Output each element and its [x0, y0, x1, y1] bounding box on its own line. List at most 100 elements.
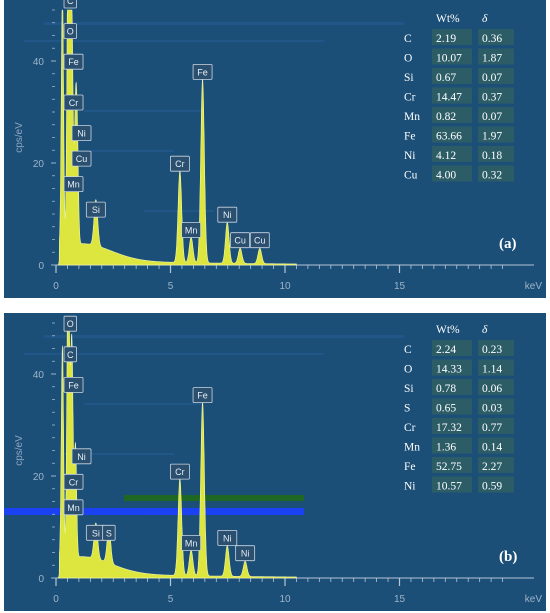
table-cell-bg	[432, 418, 472, 434]
peak-label-box	[71, 150, 92, 167]
table-cell-bg	[432, 107, 472, 123]
peak-label-text: Cu	[254, 236, 266, 246]
spectrum-panel-a: cps/eV 0 20 40 0 5 10 15 keV C O Fe Cr Ni Cu Mn Si Cr Mn Fe…	[4, 0, 546, 298]
table-cell-bg	[478, 359, 514, 376]
peak-label-text: Mn	[185, 226, 198, 236]
peak-label: Cu	[230, 232, 251, 249]
peak-label-box	[63, 346, 77, 363]
peak-label: C	[63, 0, 77, 9]
peak-label-box	[63, 377, 84, 393]
table-cell-bg	[478, 418, 514, 434]
table-cell-bg	[478, 476, 514, 493]
peak-label-box	[63, 176, 84, 193]
scan-artifact	[84, 403, 204, 405]
table-cell-bg	[478, 68, 514, 84]
peak-label-text: Ni	[223, 533, 232, 543]
table-cell-bg	[432, 398, 472, 415]
peak-label-box	[192, 64, 213, 80]
peak-label: Cr	[169, 155, 190, 172]
peak-label-box	[63, 0, 77, 9]
y-tick-label: 40	[33, 57, 45, 68]
x-axis-unit: keV	[525, 594, 543, 605]
peak-label-box	[181, 222, 202, 238]
peak-label-text: Cu	[76, 154, 88, 164]
table-wt-value: 52.75	[436, 461, 462, 473]
peak-label-box	[235, 545, 256, 562]
peak-label-text: Cr	[175, 467, 185, 477]
table-cell-bg	[432, 29, 472, 45]
table-cell-bg	[478, 457, 514, 473]
scan-artifact	[24, 353, 324, 355]
peak-label-text: Cr	[69, 98, 79, 108]
x-axis-unit: keV	[525, 281, 543, 292]
peak-label-text: Fe	[68, 57, 79, 67]
peak-label: Cr	[63, 473, 84, 490]
peak-label-box	[249, 232, 270, 249]
scan-artifact	[44, 335, 404, 338]
peak-label-text: Cr	[69, 477, 79, 487]
table-cell-bg	[478, 340, 514, 356]
table-wt-value: 0.78	[436, 383, 456, 395]
table-wt-value: 1.36	[436, 442, 456, 454]
peak-label-text: O	[67, 27, 74, 37]
table-cell-bg	[432, 87, 472, 104]
peak-label: Fe	[63, 53, 84, 70]
peak-label-text: Ni	[77, 452, 86, 462]
table-cell-bg	[478, 107, 514, 123]
y-tick-label: 20	[33, 159, 45, 170]
table-delta-value: 0.14	[482, 442, 502, 454]
table-wt-value: 2.24	[436, 344, 456, 356]
peak-label-text: C	[67, 350, 74, 360]
y-tick-label: 20	[33, 472, 45, 483]
table-element: Ni	[404, 150, 416, 162]
scan-artifact	[64, 453, 174, 455]
table-element: S	[404, 403, 410, 415]
table-delta-value: 0.32	[482, 170, 502, 182]
peak-label-box	[63, 473, 84, 490]
table-delta-value: 1.14	[482, 364, 502, 376]
peak-label: Ni	[235, 545, 256, 562]
panel-label: (a)	[499, 236, 517, 252]
table-element: Ni	[404, 481, 416, 493]
peak-label: Fe	[192, 387, 213, 403]
peak-label-text: Si	[92, 205, 100, 215]
peak-label: Fe	[63, 377, 84, 393]
table-cell-bg	[478, 398, 514, 415]
scan-artifact	[64, 150, 174, 152]
x-tick-label: 5	[168, 281, 174, 292]
peak-label-text: Mn	[185, 539, 198, 549]
table-element: Mn	[404, 442, 420, 454]
peak-label-text: S	[106, 528, 112, 538]
table-wt-value: 17.32	[436, 422, 462, 434]
table-delta-value: 1.87	[482, 53, 502, 65]
peak-label-box	[169, 463, 190, 480]
peak-label-box	[217, 529, 238, 546]
peak-label-box	[85, 201, 106, 218]
peak-label: Ni	[217, 529, 238, 546]
table-wt-value: 14.33	[436, 364, 462, 376]
table-cell-bg	[432, 146, 472, 162]
peak-label-text: Cr	[175, 159, 185, 169]
table-delta-value: 0.77	[482, 422, 502, 434]
peak-label: Si	[85, 201, 106, 218]
peak-label-box	[230, 232, 251, 249]
table-element: Cu	[404, 170, 418, 182]
peak-label-text: C	[67, 0, 74, 6]
peak-label: Mn	[63, 176, 84, 193]
panel-label: (b)	[499, 549, 517, 565]
peak-label-text: Fe	[68, 380, 79, 390]
table-element: Fe	[404, 131, 416, 143]
peak-label-text: Cu	[234, 236, 246, 246]
x-tick-label: 10	[279, 594, 291, 605]
y-tick-label: 40	[33, 370, 45, 381]
peak-label-box	[102, 524, 116, 541]
table-header-delta: δ	[482, 13, 488, 25]
scan-artifact-green	[124, 495, 304, 501]
peak-label-box	[181, 535, 202, 551]
peak-label: Fe	[192, 64, 213, 80]
peak-label-box	[63, 499, 84, 516]
table-cell-bg	[432, 48, 472, 65]
peak-label: Ni	[71, 125, 92, 141]
